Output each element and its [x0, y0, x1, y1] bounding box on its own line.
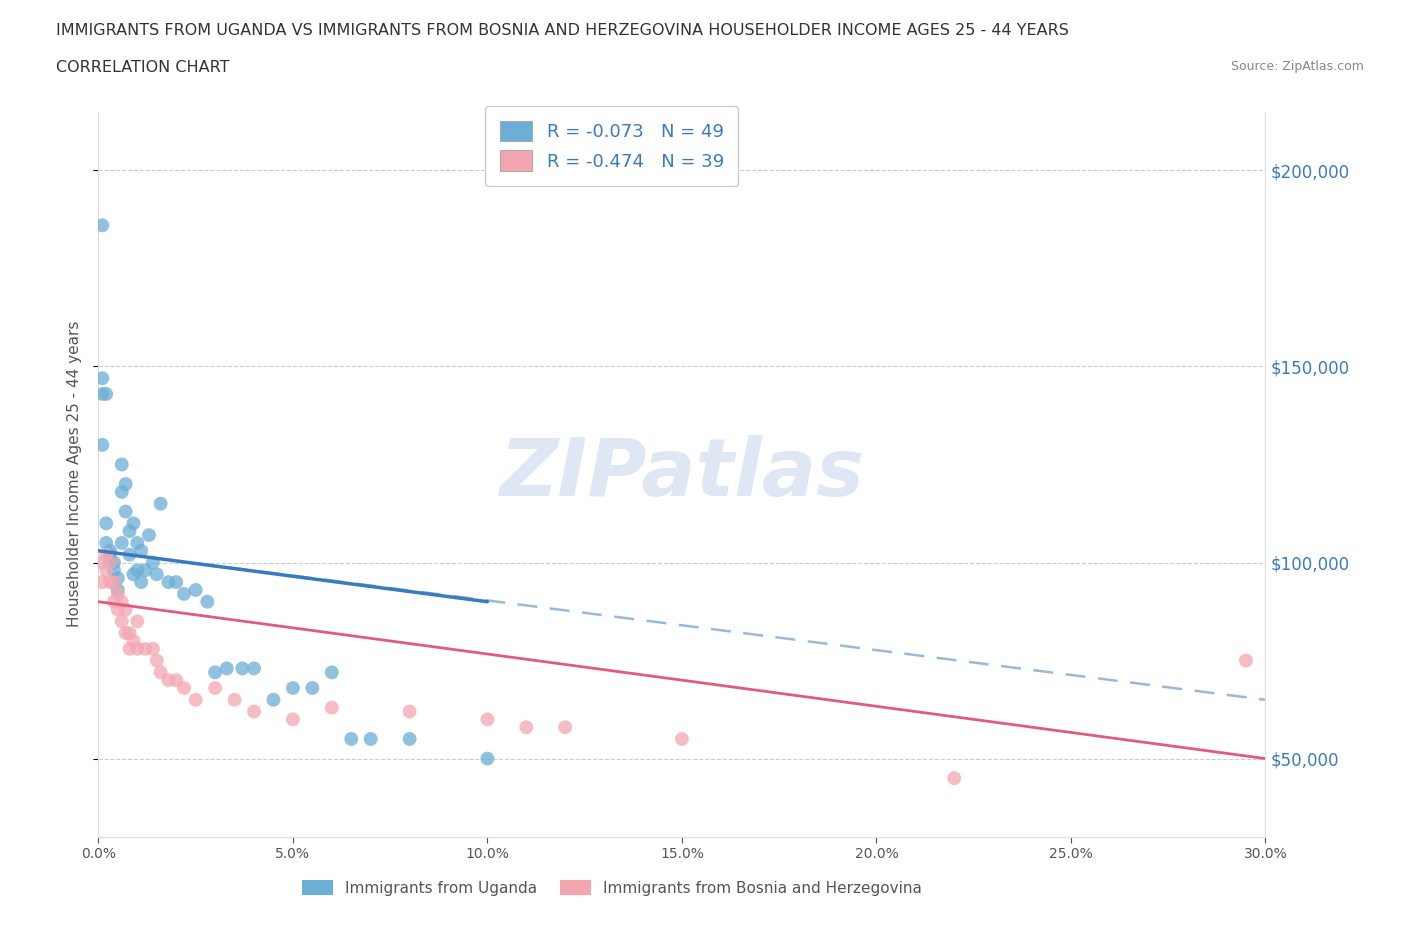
Point: [204, 665, 226, 680]
Point: [98, 543, 121, 558]
Point: [243, 704, 266, 719]
Point: [127, 614, 149, 629]
Point: [157, 575, 180, 590]
Point: [127, 563, 149, 578]
Point: [111, 457, 134, 472]
Point: [173, 681, 195, 696]
Point: [224, 692, 246, 707]
Point: [184, 692, 207, 707]
Point: [114, 626, 136, 641]
Point: [118, 626, 141, 641]
Point: [122, 567, 145, 582]
Point: [98, 555, 121, 570]
Point: [173, 587, 195, 602]
Point: [301, 681, 323, 696]
Point: [398, 732, 420, 747]
Point: [134, 642, 156, 657]
Point: [321, 665, 343, 680]
Point: [103, 555, 125, 570]
Point: [98, 547, 121, 562]
Point: [142, 555, 165, 570]
Point: [118, 524, 141, 538]
Point: [96, 387, 118, 402]
Point: [515, 720, 537, 735]
Point: [142, 642, 165, 657]
Point: [340, 732, 363, 747]
Point: [118, 642, 141, 657]
Point: [107, 602, 129, 617]
Point: [91, 218, 114, 232]
Point: [262, 692, 284, 707]
Point: [114, 477, 136, 492]
Point: [146, 653, 169, 668]
Text: IMMIGRANTS FROM UGANDA VS IMMIGRANTS FROM BOSNIA AND HERZEGOVINA HOUSEHOLDER INC: IMMIGRANTS FROM UGANDA VS IMMIGRANTS FRO…: [56, 23, 1069, 38]
Point: [231, 661, 253, 676]
Point: [107, 587, 129, 602]
Point: [107, 571, 129, 586]
Point: [184, 582, 207, 597]
Point: [398, 704, 420, 719]
Point: [98, 575, 121, 590]
Point: [554, 720, 576, 735]
Point: [321, 700, 343, 715]
Text: CORRELATION CHART: CORRELATION CHART: [56, 60, 229, 75]
Point: [129, 575, 152, 590]
Point: [165, 672, 187, 687]
Point: [98, 555, 121, 570]
Point: [103, 563, 125, 578]
Point: [96, 536, 118, 551]
Point: [1234, 653, 1257, 668]
Point: [91, 575, 114, 590]
Point: [195, 594, 218, 609]
Point: [127, 642, 149, 657]
Point: [111, 594, 134, 609]
Point: [91, 371, 114, 386]
Point: [107, 582, 129, 597]
Point: [114, 504, 136, 519]
Point: [943, 771, 966, 786]
Point: [103, 575, 125, 590]
Point: [671, 732, 693, 747]
Point: [477, 712, 499, 727]
Point: [96, 516, 118, 531]
Point: [127, 536, 149, 551]
Point: [134, 563, 156, 578]
Text: Source: ZipAtlas.com: Source: ZipAtlas.com: [1230, 60, 1364, 73]
Point: [146, 567, 169, 582]
Point: [96, 563, 118, 578]
Text: ZIPatlas: ZIPatlas: [499, 435, 865, 513]
Point: [96, 547, 118, 562]
Point: [103, 594, 125, 609]
Point: [111, 614, 134, 629]
Legend: Immigrants from Uganda, Immigrants from Bosnia and Herzegovina: Immigrants from Uganda, Immigrants from …: [297, 873, 928, 902]
Point: [91, 437, 114, 452]
Point: [243, 661, 266, 676]
Point: [281, 681, 304, 696]
Point: [91, 387, 114, 402]
Point: [91, 555, 114, 570]
Point: [477, 751, 499, 766]
Point: [149, 497, 172, 512]
Point: [122, 516, 145, 531]
Point: [281, 712, 304, 727]
Point: [114, 602, 136, 617]
Point: [111, 485, 134, 499]
Point: [149, 665, 172, 680]
Point: [138, 527, 160, 542]
Point: [111, 536, 134, 551]
Point: [215, 661, 238, 676]
Point: [165, 575, 187, 590]
Y-axis label: Householder Income Ages 25 - 44 years: Householder Income Ages 25 - 44 years: [67, 321, 83, 628]
Point: [122, 633, 145, 648]
Point: [129, 543, 152, 558]
Point: [204, 681, 226, 696]
Point: [157, 672, 180, 687]
Point: [360, 732, 382, 747]
Point: [118, 547, 141, 562]
